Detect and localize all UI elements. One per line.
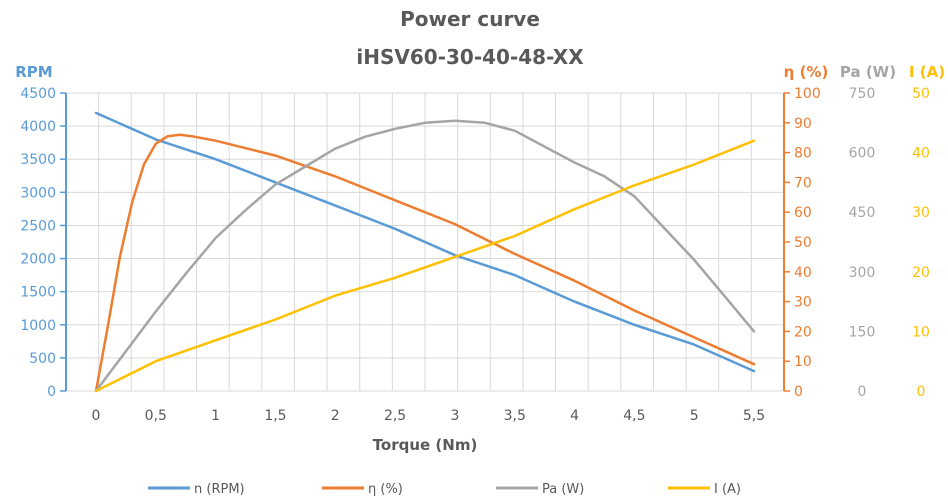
grid-lines [65,92,785,392]
current-tick-label: 50 [912,86,930,102]
rpm-tick-label: 4000 [20,119,56,135]
eff-tick-label: 50 [794,235,812,251]
data-series [94,111,756,393]
x-tick-label: 0,5 [145,408,167,424]
x-tick-label: 2,5 [384,408,406,424]
eff-tick-label: 10 [794,354,812,370]
x-tick-label: 3,5 [504,408,526,424]
power-axis-title: Pa (W) [840,63,896,81]
legend-label-rpm: n (RPM) [194,482,245,497]
power-tick-label: 300 [849,265,876,281]
eff-tick-label: 90 [794,116,812,132]
x-tick-label: 1,5 [264,408,286,424]
eff-tick-label: 0 [794,384,803,400]
x-tick-label: 4 [570,408,579,424]
series-line-rpm [94,111,756,373]
x-tick-label: 5 [690,408,699,424]
series-line-eff [94,133,756,393]
chart-title: Power curve [400,7,540,31]
rpm-tick-label: 3500 [20,152,56,168]
current-tick-label: 0 [917,384,926,400]
legend-label-power: Pa (W) [542,482,584,497]
x-tick-label: 1 [211,408,220,424]
power-tick-label: 750 [849,86,876,102]
rpm-tick-label: 0 [47,384,56,400]
eff-tick-label: 30 [794,295,812,311]
eff-tick-label: 20 [794,324,812,340]
x-tick-label: 5,5 [743,408,765,424]
current-tick-label: 10 [912,324,930,340]
series-line-power [94,119,756,393]
y-axes: 050010001500200025003000350040004500RPM0… [15,63,945,400]
rpm-tick-label: 500 [29,351,56,367]
x-tick-label: 2 [331,408,340,424]
eff-tick-label: 60 [794,205,812,221]
rpm-axis-title: RPM [15,63,52,81]
eff-tick-label: 80 [794,146,812,162]
current-tick-label: 30 [912,205,930,221]
eff-tick-label: 100 [794,86,821,102]
x-axis-title: Torque (Nm) [373,436,478,454]
legend: n (RPM) η (%) Pa (W) I (A) [148,482,741,497]
x-tick-label: 3 [450,408,459,424]
chart-subtitle: iHSV60-30-40-48-XX [356,45,584,69]
x-tick-labels: 0 0,5 1 1,5 2 2,5 3 3,5 4 4,5 5 5,5 [92,408,766,424]
legend-label-eff: η (%) [368,482,403,497]
rpm-tick-label: 2000 [20,252,56,268]
power-tick-label: 150 [849,324,876,340]
rpm-tick-label: 1000 [20,318,56,334]
legend-label-current: I (A) [714,482,741,497]
rpm-tick-label: 3000 [20,185,56,201]
current-axis-title: I (A) [909,63,945,81]
eff-tick-label: 40 [794,265,812,281]
rpm-tick-label: 2500 [20,218,56,234]
x-tick-label: 4,5 [623,408,645,424]
x-tick-label: 0 [92,408,101,424]
series-line-current [94,139,756,393]
eff-tick-label: 70 [794,175,812,191]
rpm-tick-label: 4500 [20,86,56,102]
current-tick-label: 40 [912,146,930,162]
eff-axis-title: η (%) [784,63,829,81]
power-tick-label: 0 [858,384,867,400]
power-tick-label: 600 [849,146,876,162]
current-tick-label: 20 [912,265,930,281]
power-tick-label: 450 [849,205,876,221]
rpm-tick-label: 1500 [20,285,56,301]
